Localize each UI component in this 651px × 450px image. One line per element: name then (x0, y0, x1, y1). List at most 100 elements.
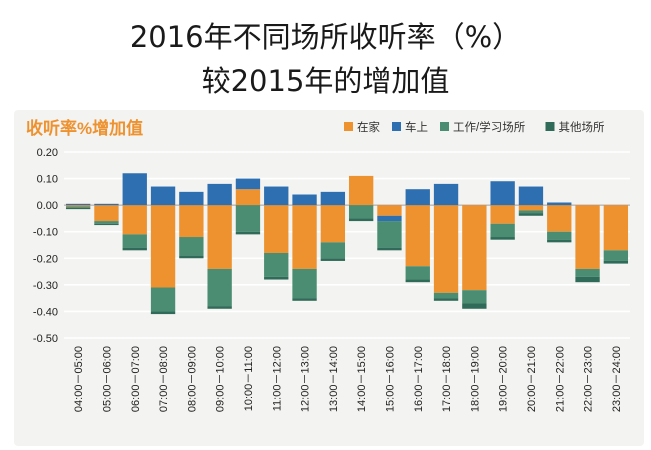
bar-home (179, 205, 204, 238)
legend-label-home: 在家 (357, 120, 380, 134)
bar-work (179, 237, 204, 256)
x-tick-label: 08:00－09:00 (186, 346, 198, 412)
bar-work (490, 223, 515, 238)
bar-home (292, 205, 317, 269)
bar-work (320, 242, 346, 259)
page-title: 2016年不同场所收听率（%） (129, 20, 522, 54)
bar-car (264, 186, 289, 206)
bar-car (433, 183, 459, 206)
x-tick-label: 14:00－15:00 (356, 346, 368, 412)
bar-work (603, 250, 629, 261)
bar-work (405, 266, 430, 280)
x-tick-label: 23:00－24:00 (611, 346, 623, 412)
x-tick-label: 09:00－10:00 (215, 346, 227, 412)
bar-other (603, 260, 629, 264)
legend-label-work: 工作/学习场所 (453, 120, 526, 134)
bar-car (320, 191, 346, 206)
bar-work (377, 221, 402, 248)
bar-work (575, 268, 600, 277)
bar-other (433, 298, 459, 301)
bar-car (179, 191, 204, 206)
legend-swatch-car (392, 122, 401, 131)
x-tick-label: 22:00－23:00 (583, 346, 595, 412)
bar-home (575, 205, 600, 269)
bar-other (179, 255, 204, 259)
bar-car (94, 203, 119, 206)
y-tick-label: 0.20 (37, 147, 58, 159)
bar-home (264, 205, 289, 253)
page-subtitle: 较2015年的增加值 (201, 64, 450, 98)
x-tick-label: 15:00－16:00 (384, 346, 396, 412)
bar-other (94, 223, 119, 226)
bar-work (292, 268, 317, 299)
bar-other (462, 303, 487, 309)
bar-work (547, 231, 572, 240)
bar-home (547, 205, 572, 232)
bar-car (122, 173, 147, 206)
bar-other (207, 306, 232, 309)
bar-car (490, 181, 515, 206)
bar-car (150, 186, 176, 206)
bar-home (433, 205, 459, 293)
bar-car (65, 203, 91, 206)
bar-other (65, 207, 91, 210)
bar-other (575, 276, 600, 283)
bar-car (518, 186, 544, 206)
chart-title: 收听率%增加值 (26, 118, 143, 138)
y-tick-label: 0.10 (37, 174, 58, 186)
bar-other (547, 239, 572, 243)
x-tick-label: 07:00－08:00 (158, 346, 170, 412)
bar-home (235, 189, 261, 206)
bar-other (518, 213, 544, 216)
bar-work (348, 205, 374, 219)
x-tick-label: 21:00－22:00 (554, 346, 566, 412)
bar-other (292, 298, 317, 301)
bar-home (603, 205, 629, 251)
bar-car (405, 189, 430, 206)
x-tick-label: 12:00－13:00 (300, 346, 312, 412)
x-tick-label: 06:00－07:00 (130, 346, 142, 412)
bar-other (405, 279, 430, 283)
bar-other (490, 237, 515, 240)
bar-car (235, 178, 261, 190)
chart: 收听率%增加值 在家 车上 工作/学习场所 其他场所 0.20 0.10 0.00 -0.10 -… (26, 118, 630, 412)
legend-label-car: 车上 (405, 120, 428, 134)
bar-work (518, 210, 544, 214)
bar-work (207, 268, 232, 307)
bar-home (320, 205, 346, 243)
bar-other (150, 311, 176, 315)
x-tick-label: 04:00－05:00 (73, 346, 85, 412)
legend-swatch-other (545, 122, 555, 131)
bar-other (320, 258, 346, 261)
y-tick-label: -0.30 (33, 280, 58, 292)
bar-work (94, 221, 119, 224)
bar-home (348, 175, 374, 206)
bar-home (462, 205, 487, 291)
bar-home (490, 205, 515, 224)
bar-work (433, 292, 459, 299)
bar-other (264, 276, 289, 280)
bar-home (94, 205, 119, 222)
y-tick-label: -0.10 (33, 227, 58, 239)
legend-label-other: 其他场所 (559, 120, 605, 134)
x-tick-label: 20:00－21:00 (526, 346, 538, 412)
legend-swatch-work (440, 122, 449, 131)
chart-panel: 收听率%增加值 在家 车上 工作/学习场所 其他场所 0.20 0.10 0.00 -0.10 -… (14, 110, 644, 446)
bar-home (405, 205, 430, 267)
bar-home (377, 205, 402, 216)
x-tick-label: 19:00－20:00 (498, 346, 510, 412)
bar-work (462, 290, 487, 304)
bar-work (65, 206, 91, 208)
y-tick-label: -0.50 (33, 333, 58, 345)
bar-car (207, 183, 232, 206)
bar-other (122, 247, 147, 251)
bar-home (122, 205, 147, 235)
bar-home (65, 205, 91, 207)
bar-car (292, 194, 317, 206)
bar-home (518, 205, 544, 211)
x-tick-label: 10:00－11:00 (243, 346, 255, 411)
x-tick-label: 18:00－19:00 (469, 346, 481, 412)
bar-other (348, 218, 374, 222)
bar-other (377, 247, 402, 251)
